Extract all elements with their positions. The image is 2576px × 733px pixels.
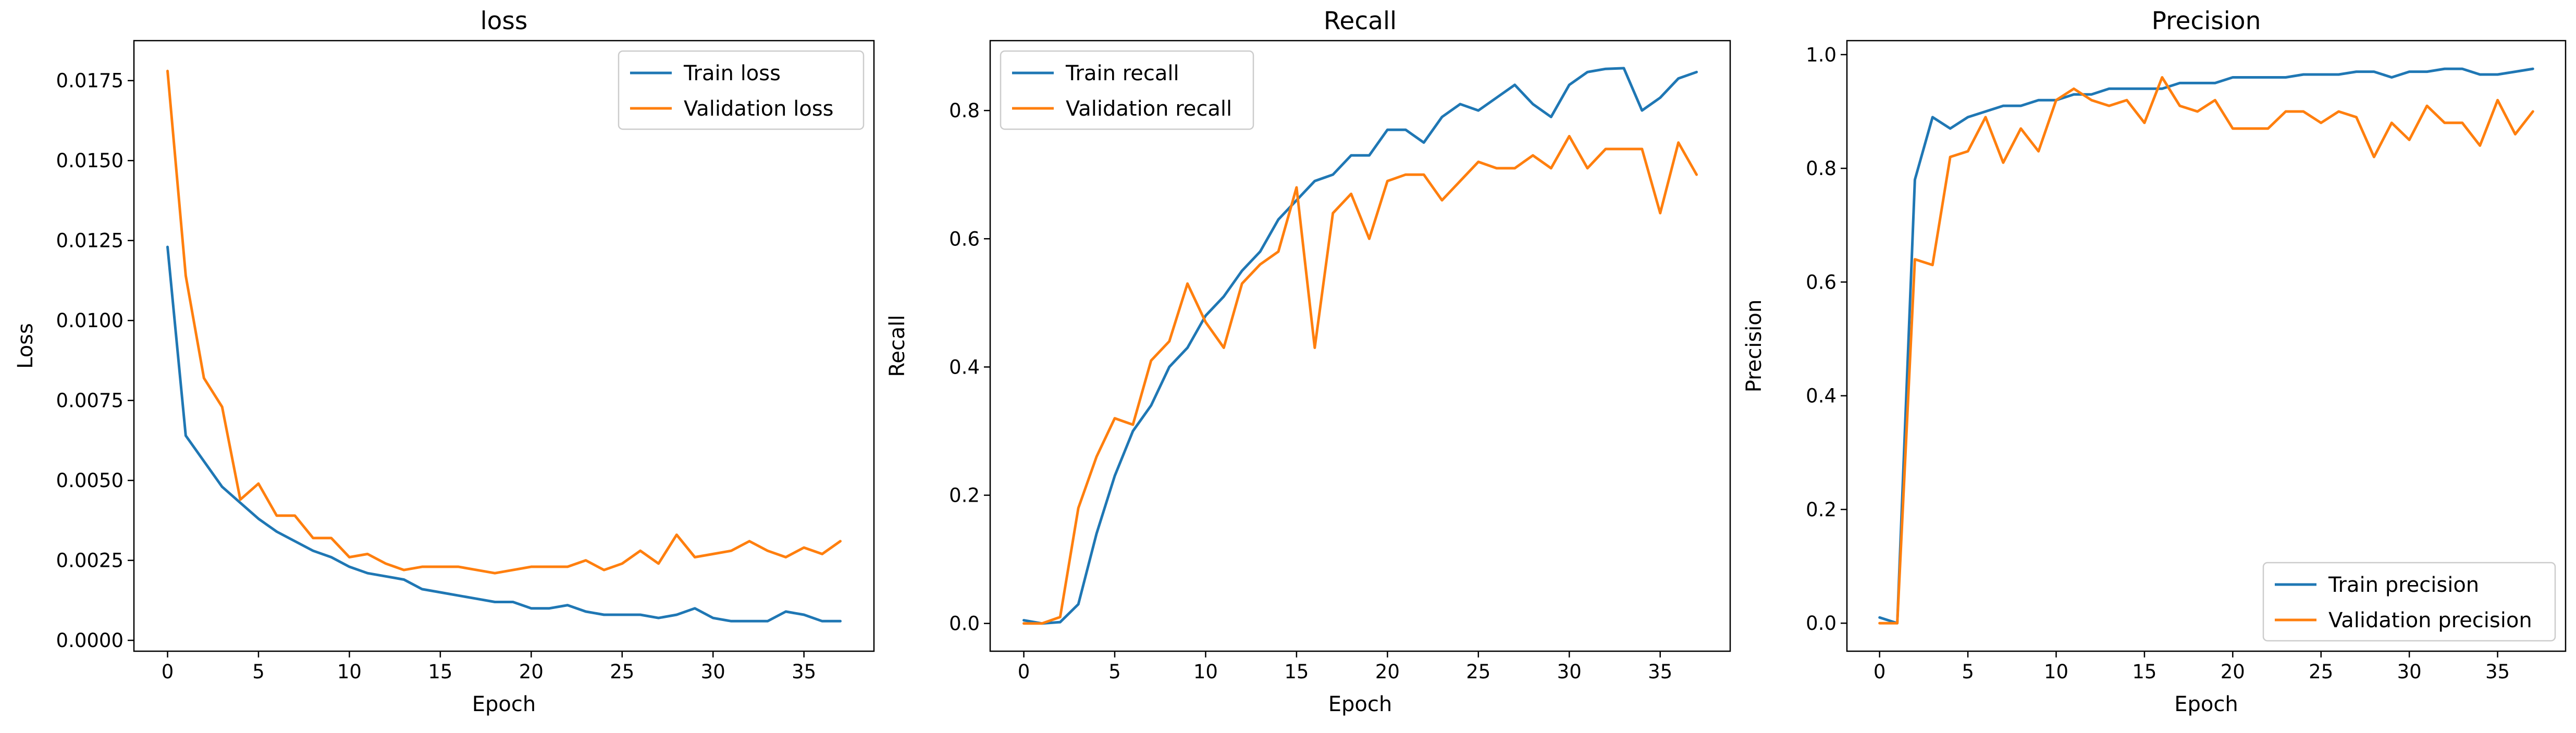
y-tick-label: 0.6 <box>1806 271 1837 293</box>
x-tick-label: 35 <box>792 661 816 683</box>
x-tick-label: 0 <box>1018 661 1030 683</box>
x-tick-label: 20 <box>1375 661 1400 683</box>
chart-title: Recall <box>1324 7 1397 35</box>
x-tick-label: 5 <box>252 661 265 683</box>
y-tick-label: 0.2 <box>1806 499 1837 521</box>
x-tick-label: 25 <box>610 661 634 683</box>
y-tick-label: 0.0075 <box>56 390 124 412</box>
y-tick-label: 0.0 <box>949 613 980 635</box>
legend-entry-label: Train recall <box>1065 61 1179 85</box>
legend: Train recall Validation recall <box>1000 50 1254 130</box>
x-tick-label: 30 <box>2397 661 2422 683</box>
series-line-validation-loss <box>166 69 842 575</box>
series-line-train-precision <box>1878 67 2534 625</box>
x-tick-label: 10 <box>2044 661 2068 683</box>
y-tick-label: 0.0150 <box>56 150 124 172</box>
legend-entry-label: Train loss <box>683 61 781 85</box>
x-tick-label: 20 <box>519 661 544 683</box>
x-tick-label: 30 <box>1557 661 1582 683</box>
y-axis-label: Precision <box>1742 300 1766 392</box>
plot-frame <box>989 40 1731 652</box>
chart-panel-3: Precision 0 5 10 15 20 25 30 35 0.0 0.2 0.4 0.6 0.8 1.… <box>1742 7 2567 716</box>
y-tick-label: 0.8 <box>949 100 980 122</box>
x-tick-label: 10 <box>1193 661 1218 683</box>
x-tick-label: 35 <box>1648 661 1672 683</box>
legend-box <box>1000 50 1254 130</box>
y-tick-label: 0.0175 <box>56 70 124 92</box>
legend-entry-label: Validation precision <box>2328 608 2532 632</box>
x-tick-label: 20 <box>2221 661 2245 683</box>
y-tick-label: 0.0000 <box>56 629 124 652</box>
x-tick-label: 0 <box>162 661 174 683</box>
x-axis-label: Epoch <box>1328 692 1392 716</box>
y-axis-label: Recall <box>885 315 909 377</box>
y-tick-label: 0.8 <box>1806 157 1837 180</box>
y-tick-label: 0.0050 <box>56 469 124 492</box>
chart-title: Precision <box>2152 7 2261 35</box>
y-tick-label: 0.0 <box>1806 612 1837 635</box>
legend-box <box>618 50 865 130</box>
legend: Train precision Validation precision <box>2262 562 2556 642</box>
x-tick-label: 5 <box>1108 661 1121 683</box>
series-line-train-loss <box>166 245 842 623</box>
x-tick-label: 15 <box>428 661 452 683</box>
legend-box <box>2262 562 2556 642</box>
y-tick-label: 0.0025 <box>56 550 124 572</box>
x-tick-label: 10 <box>337 661 362 683</box>
x-tick-label: 15 <box>1284 661 1309 683</box>
y-tick-label: 1.0 <box>1806 44 1837 66</box>
y-axis-label: Loss <box>14 323 38 369</box>
plot-frame <box>133 40 875 652</box>
plot-frame <box>1846 40 2567 652</box>
legend-entry-label: Train precision <box>2328 573 2479 597</box>
legend-entry-label: Validation loss <box>684 97 834 121</box>
y-tick-label: 0.4 <box>1806 385 1837 407</box>
chart-panel-1: loss 0 5 10 15 20 25 30 35 0.0000 0.0025 0.0050 0.00… <box>14 7 875 716</box>
x-tick-label: 25 <box>1466 661 1490 683</box>
x-axis-label: Epoch <box>2174 692 2238 716</box>
y-tick-label: 0.2 <box>949 484 980 507</box>
legend-entry-label: Validation recall <box>1066 97 1232 121</box>
x-tick-label: 35 <box>2485 661 2510 683</box>
x-tick-label: 0 <box>1874 661 1886 683</box>
chart-title: loss <box>480 7 528 35</box>
x-tick-label: 30 <box>701 661 725 683</box>
y-tick-label: 0.6 <box>949 228 980 250</box>
x-tick-label: 25 <box>2309 661 2333 683</box>
series-line-train-recall <box>1022 67 1698 625</box>
y-tick-label: 0.4 <box>949 356 980 378</box>
x-axis-label: Epoch <box>472 692 536 716</box>
y-tick-label: 0.0125 <box>56 230 124 252</box>
y-tick-label: 0.0100 <box>56 309 124 332</box>
legend: Train loss Validation loss <box>618 50 865 130</box>
series-line-validation-recall <box>1022 134 1698 625</box>
x-tick-label: 5 <box>1962 661 1974 683</box>
series-line-validation-precision <box>1878 76 2534 625</box>
chart-panel-2: Recall 0 5 10 15 20 25 30 35 0.0 0.2 0.4 0.6 0.8 Epoch… <box>885 7 1731 716</box>
x-tick-label: 15 <box>2132 661 2156 683</box>
